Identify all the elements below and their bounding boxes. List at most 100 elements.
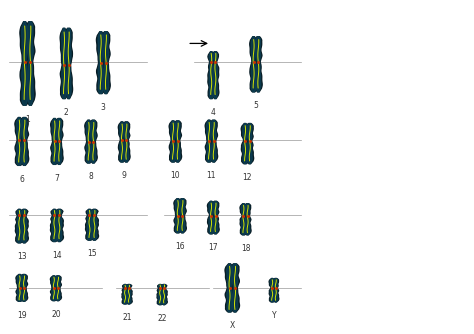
Polygon shape [20,275,27,301]
Polygon shape [52,119,57,164]
Polygon shape [273,279,279,302]
Polygon shape [208,201,215,234]
Polygon shape [225,264,234,312]
Polygon shape [158,285,162,305]
Polygon shape [169,121,177,162]
Text: 6: 6 [19,175,24,184]
Polygon shape [123,285,127,304]
Polygon shape [180,199,185,233]
Polygon shape [255,37,262,92]
Polygon shape [211,120,216,162]
Text: 4: 4 [211,108,216,117]
Polygon shape [247,124,252,164]
Polygon shape [232,264,238,312]
Polygon shape [52,276,56,301]
Text: 10: 10 [171,171,180,180]
Polygon shape [244,204,251,235]
Polygon shape [15,118,24,165]
Polygon shape [213,201,218,234]
Text: Y: Y [272,311,276,320]
Polygon shape [62,28,66,99]
Polygon shape [56,276,60,301]
Polygon shape [52,209,57,241]
Polygon shape [50,276,57,301]
Polygon shape [17,118,22,165]
Polygon shape [86,120,91,163]
Polygon shape [118,122,126,162]
Polygon shape [246,124,254,164]
Polygon shape [22,275,27,301]
Polygon shape [209,201,213,234]
Text: 7: 7 [55,174,59,183]
Polygon shape [20,118,29,165]
Polygon shape [250,37,257,92]
Polygon shape [101,32,110,94]
Polygon shape [174,199,182,233]
Polygon shape [209,52,213,99]
Polygon shape [22,209,27,243]
Polygon shape [207,120,211,162]
Polygon shape [27,22,33,105]
Polygon shape [208,52,215,99]
Text: 17: 17 [209,243,218,252]
Polygon shape [256,37,261,92]
Polygon shape [162,285,166,305]
Polygon shape [96,32,105,94]
Polygon shape [55,276,62,301]
Polygon shape [26,22,35,105]
Polygon shape [57,119,62,164]
Polygon shape [17,209,22,243]
Polygon shape [241,204,246,235]
Polygon shape [86,209,93,240]
Text: 13: 13 [17,252,27,261]
Polygon shape [55,119,63,164]
Polygon shape [241,124,249,164]
Text: 2: 2 [64,108,69,117]
Text: 18: 18 [241,244,250,253]
Text: 19: 19 [17,311,27,320]
Polygon shape [60,28,68,99]
Polygon shape [179,199,186,233]
Polygon shape [92,209,97,240]
Polygon shape [17,275,22,301]
Polygon shape [205,120,213,162]
Polygon shape [210,120,218,162]
Polygon shape [124,122,129,162]
Polygon shape [91,120,96,163]
Polygon shape [20,22,29,105]
Polygon shape [57,209,62,241]
Polygon shape [174,121,182,162]
Polygon shape [243,124,247,164]
Polygon shape [171,121,175,162]
Polygon shape [213,52,218,99]
Text: 20: 20 [51,310,61,319]
Text: 12: 12 [243,173,252,182]
Polygon shape [91,209,99,240]
Polygon shape [51,119,58,164]
Polygon shape [240,204,247,235]
Polygon shape [22,118,27,165]
Text: X: X [229,321,235,330]
Polygon shape [55,209,64,241]
Polygon shape [175,121,180,162]
Polygon shape [98,32,103,94]
Polygon shape [161,285,167,305]
Polygon shape [20,209,28,243]
Polygon shape [157,285,163,305]
Polygon shape [126,285,132,304]
Text: 8: 8 [89,172,93,181]
Polygon shape [122,285,128,304]
Polygon shape [16,275,23,301]
Polygon shape [175,199,180,233]
Polygon shape [87,209,92,240]
Text: 5: 5 [254,101,258,110]
Polygon shape [127,285,131,304]
Text: 14: 14 [52,251,62,260]
Text: 16: 16 [175,242,185,251]
Polygon shape [66,28,71,99]
Polygon shape [212,52,219,99]
Polygon shape [227,264,232,312]
Polygon shape [65,28,73,99]
Polygon shape [212,201,219,234]
Polygon shape [123,122,130,162]
